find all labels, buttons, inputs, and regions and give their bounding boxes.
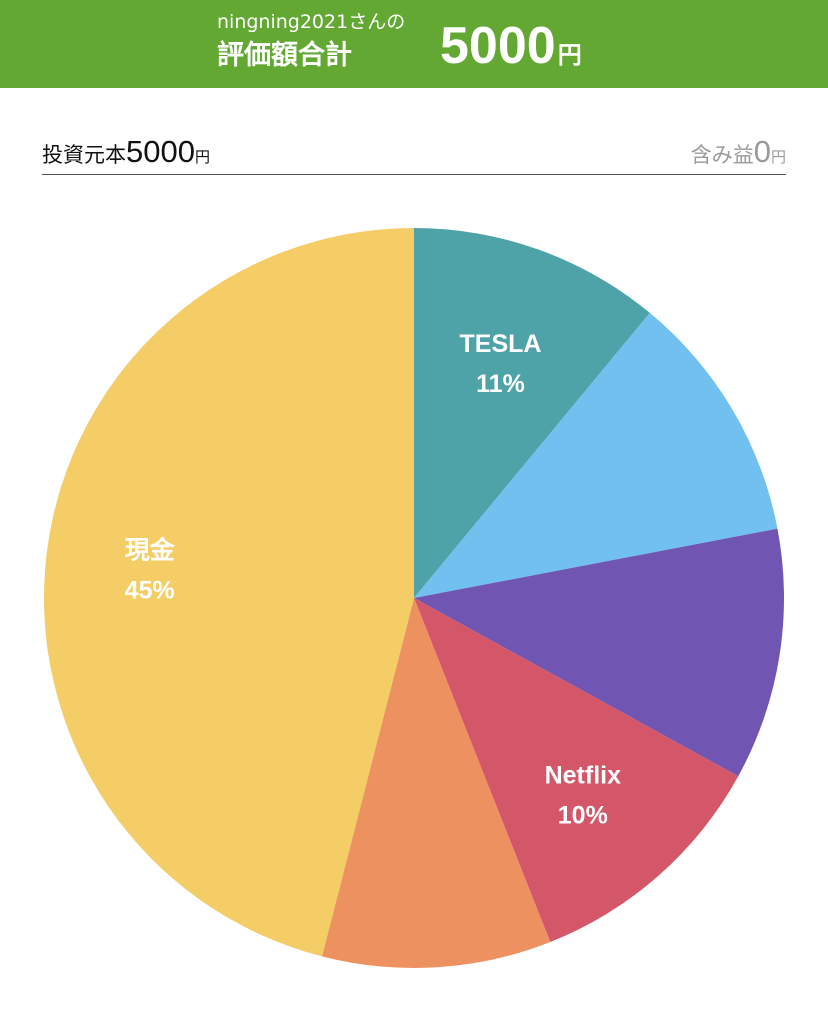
gain-label: 含み益 (690, 143, 754, 167)
pie-slice-2[interactable] (414, 312, 778, 598)
pie-slice-3[interactable] (414, 528, 785, 777)
total-valuation-label: 評価額合計 (217, 40, 352, 71)
pie-slice-netflix[interactable] (414, 598, 739, 943)
header-bar: ningning2021さんの 評価額合計 5000円 (0, 0, 828, 88)
principal: 投資元本5000円 (42, 134, 210, 170)
principal-unit: 円 (194, 148, 210, 166)
total-valuation: 5000円 (440, 14, 582, 88)
slice-percent-label: 10% (558, 802, 608, 830)
pie-slice-5[interactable] (321, 598, 551, 969)
pie-slice-現金[interactable] (43, 228, 414, 957)
gain-unit: 円 (770, 148, 786, 166)
summary-row: 投資元本5000円 含み益0円 (42, 134, 786, 175)
principal-label: 投資元本 (42, 143, 126, 167)
slice-name-label: 現金 (125, 536, 176, 565)
principal-value: 5000 (126, 134, 195, 169)
pie-slice-tesla[interactable] (414, 227, 650, 598)
slice-name-label: Netflix (545, 762, 622, 790)
total-valuation-value: 5000 (440, 17, 556, 75)
gain-value: 0 (753, 134, 771, 169)
total-valuation-unit: 円 (557, 42, 582, 69)
slice-percent-label: 45% (125, 577, 175, 605)
unrealized-gain: 含み益0円 (691, 134, 786, 170)
slice-name-label: TESLA (460, 330, 542, 358)
user-name: ningning2021さんの (217, 11, 406, 33)
slice-percent-label: 11% (476, 370, 525, 398)
